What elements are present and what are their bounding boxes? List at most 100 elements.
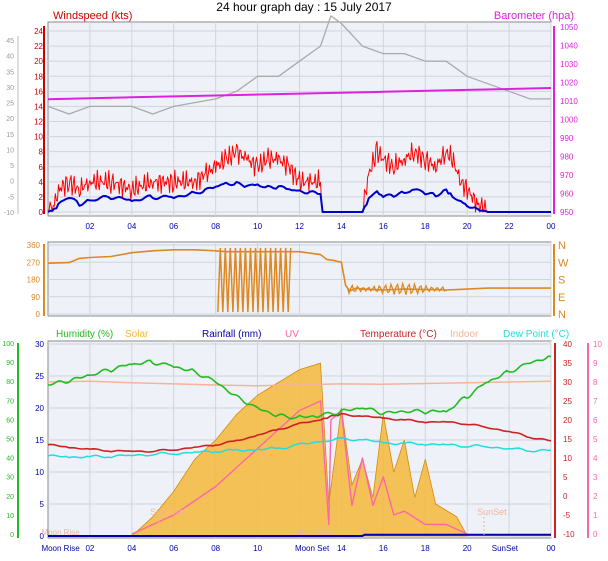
temp-tick-label: -10 (563, 530, 575, 539)
humidity-legend-label: Humidity (%) (56, 329, 113, 340)
baro-tick-label: 1040 (560, 42, 578, 51)
direction-tick-label: 270 (27, 258, 41, 267)
uv-tick-label: 8 (593, 378, 598, 387)
humidity-line (48, 355, 552, 420)
rain-tick-label: 0 (40, 532, 45, 541)
weather-x-tick-label: 00 (547, 544, 556, 553)
wind-x-tick-label: 06 (169, 222, 178, 231)
wind-tick-label: 24 (34, 27, 43, 36)
wind-tick-label: 12 (34, 118, 43, 127)
wind-outer-tick-label: -5 (8, 194, 14, 201)
rain-tick-label: 30 (35, 340, 44, 349)
weather-x-tick-label: 14 (337, 544, 346, 553)
rainfall-legend-label: Rainfall (mm) (202, 329, 261, 340)
uv-tick-label: 6 (593, 416, 598, 425)
baro-tick-label: 1010 (560, 97, 578, 106)
uv-tick-label: 1 (593, 511, 598, 520)
wind-tick-label: 6 (39, 163, 44, 172)
wind-x-tick-label: 20 (463, 222, 472, 231)
wind-outer-tick-label: 35 (6, 69, 14, 76)
humidity-tick-label: 80 (6, 379, 14, 386)
weather-x-tick-label: 16 (379, 544, 388, 553)
humidity-tick-label: 20 (6, 494, 14, 501)
baro-past-line (47, 15, 551, 115)
wind-outer-tick-label: 10 (6, 147, 14, 154)
temp-tick-label: 5 (563, 473, 568, 482)
temp-tick-label: 15 (563, 435, 572, 444)
wind-tick-label: 22 (34, 42, 43, 51)
humidity-tick-label: 40 (6, 456, 14, 463)
temp-tick-label: 10 (563, 454, 572, 463)
baro-tick-label: 990 (560, 134, 574, 143)
gust-line (47, 140, 551, 213)
wind-tick-label: 2 (39, 193, 44, 202)
solar-area (130, 362, 468, 537)
uv-tick-label: 5 (593, 435, 598, 444)
temp-tick-label: 25 (563, 397, 572, 406)
temp-tick-label: 30 (563, 378, 572, 387)
wind-outer-tick-label: 40 (6, 54, 14, 61)
humidity-tick-label: 70 (6, 398, 14, 405)
graph-title: 24 hour graph day : 15 July 2017 (216, 0, 392, 14)
uv-legend-label: UV (285, 329, 299, 340)
wind-outer-tick-label: 5 (10, 163, 14, 170)
wind-outer-tick-label: -10 (4, 210, 14, 217)
rain-tick-label: 10 (35, 468, 44, 477)
wind-tick-label: 0 (39, 208, 44, 217)
weather-x-tick-label: 18 (421, 544, 430, 553)
direction-tick-label: 360 (27, 241, 41, 250)
humidity-tick-label: 50 (6, 437, 14, 444)
sun-event-label: SunRise (150, 507, 184, 517)
wind-x-tick-label: 22 (505, 222, 514, 231)
weather-x-tick-label: 06 (169, 544, 178, 553)
baro-tick-label: 970 (560, 171, 574, 180)
temp-tick-label: 35 (563, 359, 572, 368)
temp-tick-label: 40 (563, 340, 572, 349)
uv-tick-label: 3 (593, 473, 598, 482)
wind-tick-label: 18 (34, 72, 43, 81)
direction-tick-label: 180 (27, 276, 41, 285)
direction-swing-line (217, 247, 292, 313)
baro-tick-label: 1000 (560, 116, 578, 125)
direction-compass-label: E (558, 292, 565, 304)
rain-tick-label: 25 (35, 372, 44, 381)
wind-x-tick-label: 08 (211, 222, 220, 231)
wind-outer-tick-label: 25 (6, 101, 14, 108)
weather-x-tick-label: 02 (85, 544, 94, 553)
sun-event-label: SunSet (477, 507, 507, 517)
direction-line (47, 249, 551, 292)
wind-outer-tick-label: 0 (10, 179, 14, 186)
uv-tick-label: 4 (593, 454, 598, 463)
direction-compass-label: N (558, 240, 566, 252)
wind-tick-label: 8 (39, 148, 44, 157)
humidity-tick-label: 100 (2, 341, 14, 348)
humidity-tick-label: 30 (6, 475, 14, 482)
uv-tick-label: 10 (593, 340, 602, 349)
direction-tick-label: 90 (31, 293, 40, 302)
baro-axis-title: Barometer (hpa) (494, 10, 574, 22)
baro-tick-label: 1050 (560, 23, 578, 32)
baro-tick-label: 950 (560, 208, 574, 217)
temperature-legend-label: Temperature (°C) (360, 329, 437, 340)
weather-x-tick-label: 08 (211, 544, 220, 553)
wind-tick-label: 16 (34, 87, 43, 96)
baro-tick-label: 1030 (560, 60, 578, 69)
baro-tick-label: 1020 (560, 79, 578, 88)
humidity-tick-label: 60 (6, 417, 14, 424)
rain-tick-label: 5 (40, 500, 45, 509)
wind-x-tick-label: 04 (127, 222, 136, 231)
baro-tick-label: 980 (560, 153, 574, 162)
rain-tick-label: 20 (35, 404, 44, 413)
humidity-tick-label: 0 (10, 532, 14, 539)
wind-outer-tick-label: 15 (6, 132, 14, 139)
dewpoint-line (47, 437, 552, 459)
uv-tick-label: 2 (593, 492, 598, 501)
wind-outer-tick-label: 45 (6, 38, 14, 45)
wind-tick-label: 14 (34, 102, 43, 111)
solar-legend-label: Solar (125, 329, 149, 340)
indoor-line (47, 380, 552, 387)
moon-event-label: Moon Rise (41, 528, 80, 537)
wind-x-tick-label: 16 (379, 222, 388, 231)
direction-compass-label: S (558, 275, 565, 287)
